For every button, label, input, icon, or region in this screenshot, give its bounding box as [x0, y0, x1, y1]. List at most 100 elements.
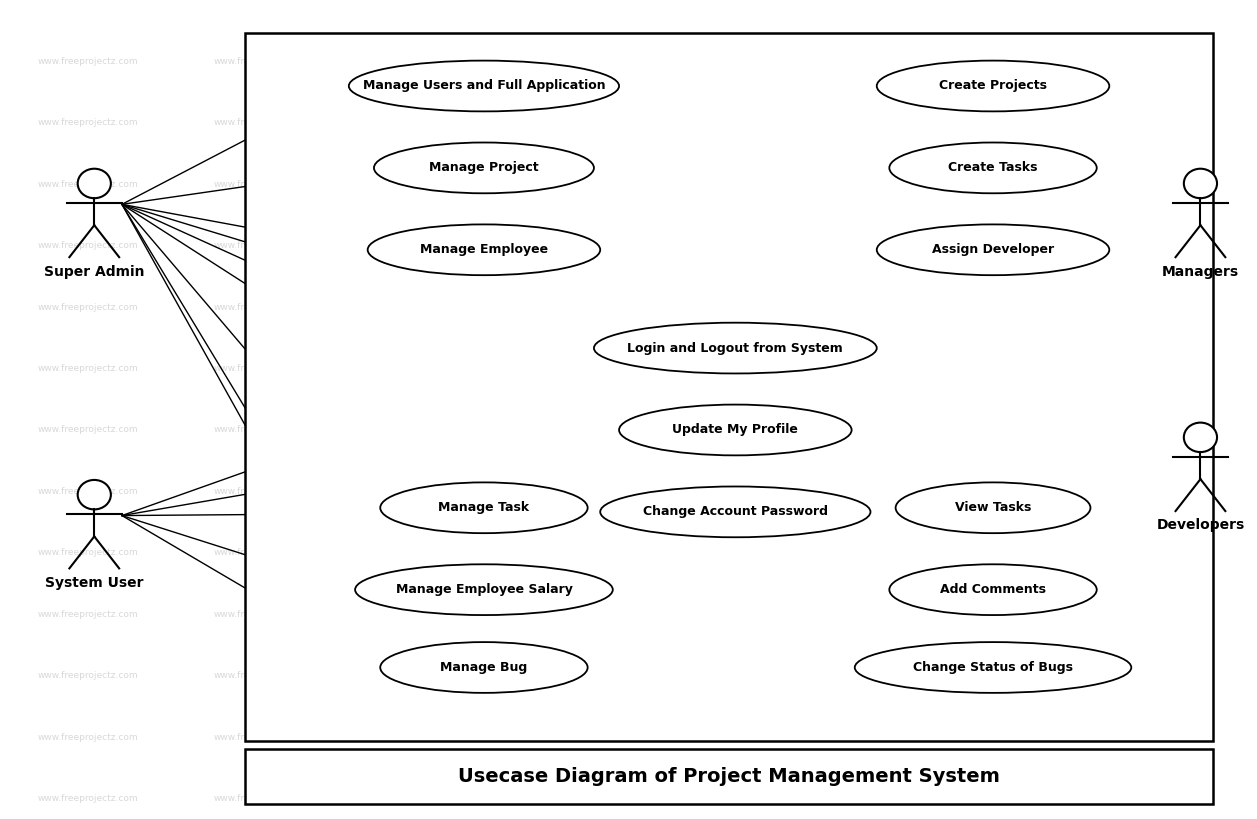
Text: www.freeprojectz.com: www.freeprojectz.com: [1094, 180, 1194, 188]
Text: www.freeprojectz.com: www.freeprojectz.com: [1094, 610, 1194, 618]
Text: www.freeprojectz.com: www.freeprojectz.com: [390, 672, 490, 680]
Text: Login and Logout from System: Login and Logout from System: [627, 342, 843, 355]
Text: www.freeprojectz.com: www.freeprojectz.com: [390, 794, 490, 803]
Text: www.freeprojectz.com: www.freeprojectz.com: [566, 180, 666, 188]
Text: System User: System User: [45, 576, 143, 590]
Text: www.freeprojectz.com: www.freeprojectz.com: [742, 733, 842, 741]
Text: www.freeprojectz.com: www.freeprojectz.com: [918, 57, 1018, 66]
Text: www.freeprojectz.com: www.freeprojectz.com: [742, 242, 842, 250]
Text: www.freeprojectz.com: www.freeprojectz.com: [38, 242, 138, 250]
Ellipse shape: [354, 564, 613, 615]
Text: www.freeprojectz.com: www.freeprojectz.com: [1094, 119, 1194, 127]
Text: www.freeprojectz.com: www.freeprojectz.com: [214, 57, 314, 66]
Text: www.freeprojectz.com: www.freeprojectz.com: [1094, 733, 1194, 741]
Text: www.freeprojectz.com: www.freeprojectz.com: [1094, 242, 1194, 250]
Ellipse shape: [601, 486, 870, 537]
Text: www.freeprojectz.com: www.freeprojectz.com: [918, 733, 1018, 741]
Text: www.freeprojectz.com: www.freeprojectz.com: [742, 119, 842, 127]
Text: www.freeprojectz.com: www.freeprojectz.com: [566, 672, 666, 680]
Ellipse shape: [381, 482, 588, 533]
Text: www.freeprojectz.com: www.freeprojectz.com: [566, 57, 666, 66]
Text: www.freeprojectz.com: www.freeprojectz.com: [742, 180, 842, 188]
Bar: [245, 33, 1213, 741]
Text: www.freeprojectz.com: www.freeprojectz.com: [390, 57, 490, 66]
Text: Manage Bug: Manage Bug: [440, 661, 528, 674]
Text: www.freeprojectz.com: www.freeprojectz.com: [566, 364, 666, 373]
Bar: [245, 749, 1213, 804]
Text: Change Status of Bugs: Change Status of Bugs: [913, 661, 1073, 674]
Text: Change Account Password: Change Account Password: [642, 505, 828, 518]
Text: Developers: Developers: [1156, 518, 1244, 532]
Text: www.freeprojectz.com: www.freeprojectz.com: [390, 610, 490, 618]
Text: Create Tasks: Create Tasks: [948, 161, 1038, 174]
Text: www.freeprojectz.com: www.freeprojectz.com: [390, 242, 490, 250]
Text: Manage Users and Full Application: Manage Users and Full Application: [362, 79, 606, 93]
Ellipse shape: [890, 143, 1096, 193]
Ellipse shape: [855, 642, 1131, 693]
Text: www.freeprojectz.com: www.freeprojectz.com: [38, 794, 138, 803]
Text: www.freeprojectz.com: www.freeprojectz.com: [1094, 426, 1194, 434]
Text: www.freeprojectz.com: www.freeprojectz.com: [214, 242, 314, 250]
Text: www.freeprojectz.com: www.freeprojectz.com: [1094, 549, 1194, 557]
Ellipse shape: [618, 405, 852, 455]
Text: www.freeprojectz.com: www.freeprojectz.com: [918, 794, 1018, 803]
Text: www.freeprojectz.com: www.freeprojectz.com: [1094, 364, 1194, 373]
Text: www.freeprojectz.com: www.freeprojectz.com: [1094, 672, 1194, 680]
Text: www.freeprojectz.com: www.freeprojectz.com: [918, 364, 1018, 373]
Text: www.freeprojectz.com: www.freeprojectz.com: [38, 549, 138, 557]
Text: www.freeprojectz.com: www.freeprojectz.com: [38, 57, 138, 66]
Text: www.freeprojectz.com: www.freeprojectz.com: [214, 794, 314, 803]
Text: www.freeprojectz.com: www.freeprojectz.com: [390, 180, 490, 188]
Text: www.freeprojectz.com: www.freeprojectz.com: [214, 610, 314, 618]
Text: www.freeprojectz.com: www.freeprojectz.com: [566, 610, 666, 618]
Text: www.freeprojectz.com: www.freeprojectz.com: [390, 303, 490, 311]
Text: www.freeprojectz.com: www.freeprojectz.com: [214, 549, 314, 557]
Ellipse shape: [368, 224, 601, 275]
Ellipse shape: [78, 480, 111, 509]
Text: www.freeprojectz.com: www.freeprojectz.com: [214, 426, 314, 434]
Ellipse shape: [890, 564, 1096, 615]
Text: www.freeprojectz.com: www.freeprojectz.com: [214, 364, 314, 373]
Ellipse shape: [375, 143, 595, 193]
Text: www.freeprojectz.com: www.freeprojectz.com: [566, 733, 666, 741]
Ellipse shape: [877, 224, 1110, 275]
Ellipse shape: [1184, 423, 1217, 452]
Text: www.freeprojectz.com: www.freeprojectz.com: [390, 733, 490, 741]
Text: www.freeprojectz.com: www.freeprojectz.com: [38, 610, 138, 618]
Text: www.freeprojectz.com: www.freeprojectz.com: [1094, 303, 1194, 311]
Text: www.freeprojectz.com: www.freeprojectz.com: [390, 549, 490, 557]
Text: Manage Employee: Manage Employee: [420, 243, 548, 256]
Text: www.freeprojectz.com: www.freeprojectz.com: [566, 487, 666, 495]
Text: www.freeprojectz.com: www.freeprojectz.com: [214, 303, 314, 311]
Text: View Tasks: View Tasks: [955, 501, 1031, 514]
Text: www.freeprojectz.com: www.freeprojectz.com: [742, 549, 842, 557]
Text: Manage Project: Manage Project: [429, 161, 539, 174]
Text: www.freeprojectz.com: www.freeprojectz.com: [742, 794, 842, 803]
Text: www.freeprojectz.com: www.freeprojectz.com: [918, 426, 1018, 434]
Text: www.freeprojectz.com: www.freeprojectz.com: [566, 119, 666, 127]
Text: www.freeprojectz.com: www.freeprojectz.com: [918, 487, 1018, 495]
Ellipse shape: [78, 169, 111, 198]
Text: www.freeprojectz.com: www.freeprojectz.com: [214, 672, 314, 680]
Text: www.freeprojectz.com: www.freeprojectz.com: [38, 180, 138, 188]
Text: Assign Developer: Assign Developer: [931, 243, 1055, 256]
Text: www.freeprojectz.com: www.freeprojectz.com: [566, 426, 666, 434]
Text: www.freeprojectz.com: www.freeprojectz.com: [566, 549, 666, 557]
Text: Managers: Managers: [1161, 265, 1239, 278]
Text: www.freeprojectz.com: www.freeprojectz.com: [38, 487, 138, 495]
Text: www.freeprojectz.com: www.freeprojectz.com: [1094, 57, 1194, 66]
Text: www.freeprojectz.com: www.freeprojectz.com: [918, 119, 1018, 127]
Text: www.freeprojectz.com: www.freeprojectz.com: [390, 426, 490, 434]
Text: www.freeprojectz.com: www.freeprojectz.com: [214, 180, 314, 188]
Text: www.freeprojectz.com: www.freeprojectz.com: [918, 242, 1018, 250]
Text: Update My Profile: Update My Profile: [672, 423, 798, 437]
Text: Manage Task: Manage Task: [439, 501, 529, 514]
Text: www.freeprojectz.com: www.freeprojectz.com: [214, 119, 314, 127]
Text: Super Admin: Super Admin: [44, 265, 145, 278]
Text: www.freeprojectz.com: www.freeprojectz.com: [1094, 794, 1194, 803]
Text: www.freeprojectz.com: www.freeprojectz.com: [390, 119, 490, 127]
Text: Usecase Diagram of Project Management System: Usecase Diagram of Project Management Sy…: [458, 767, 1001, 786]
Ellipse shape: [349, 61, 618, 111]
Ellipse shape: [896, 482, 1091, 533]
Text: Manage Employee Salary: Manage Employee Salary: [396, 583, 572, 596]
